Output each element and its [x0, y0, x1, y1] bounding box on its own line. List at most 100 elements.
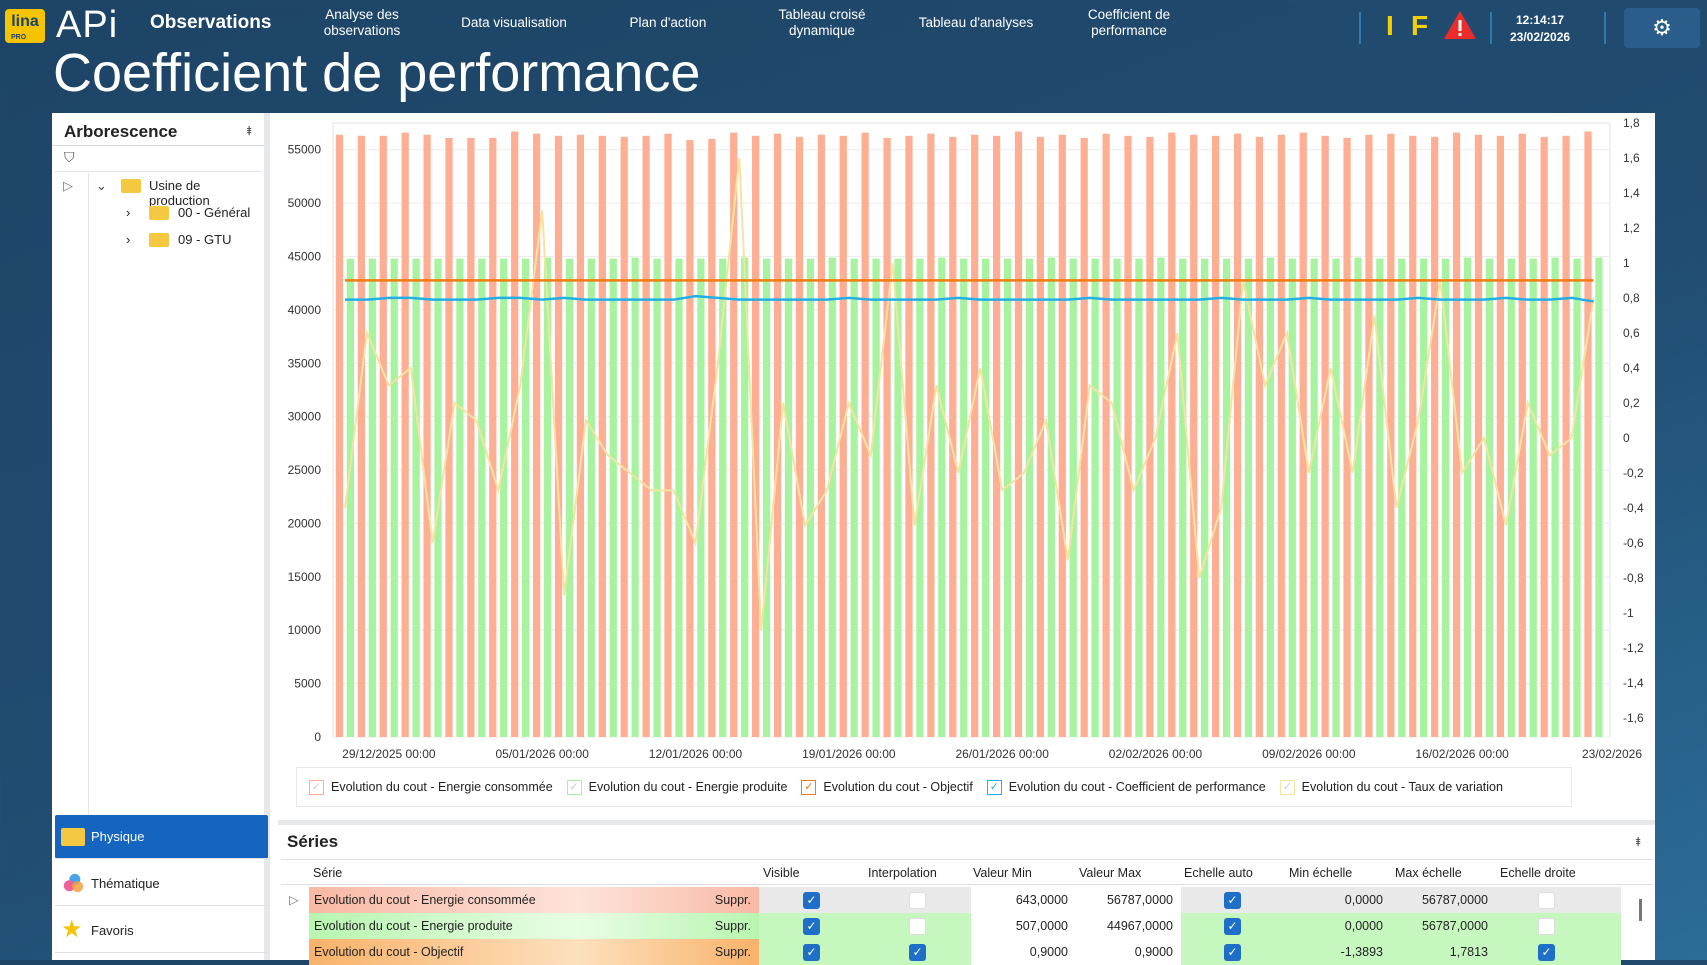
nav-favoris[interactable]: ★ Favoris — [55, 909, 268, 953]
legend-item[interactable]: ✓ Evolution du cout - Coefficient de perf… — [986, 779, 1266, 795]
chevron-right-icon[interactable]: › — [126, 232, 131, 247]
legend-item[interactable]: ✓ Evolution du cout - Objectif — [801, 779, 973, 795]
chevron-down-icon[interactable]: ⌄ — [96, 178, 107, 193]
visible-checkbox[interactable]: ✓ — [803, 944, 820, 961]
legend-checkbox[interactable]: ✓ — [566, 779, 582, 795]
pin-icon[interactable]: ⯒ — [246, 123, 252, 138]
tree-node-root[interactable]: ▷ ⌄ Usine de production — [52, 172, 264, 208]
delete-series-link[interactable]: Suppr. — [714, 919, 751, 933]
echelle-auto-checkbox[interactable]: ✓ — [1224, 944, 1241, 961]
nav-physique[interactable]: Physique — [55, 815, 268, 859]
row-indicator-icon: ▷ — [63, 178, 73, 193]
interpolation-checkbox[interactable] — [909, 892, 926, 909]
bar-energie-consommee — [1321, 135, 1329, 738]
scrollbar[interactable] — [1639, 899, 1642, 921]
bar-energie-consommee — [1124, 135, 1132, 738]
filter-icon[interactable]: ⛉ — [64, 149, 75, 165]
max-echelle[interactable]: 1,7813 — [1449, 945, 1488, 959]
min-echelle[interactable]: -1,3893 — [1340, 945, 1383, 959]
column-header[interactable]: Echelle droite — [1500, 866, 1576, 880]
bar-energie-consommee — [1277, 134, 1285, 737]
bar-energie-produite — [916, 258, 924, 737]
valeur-min[interactable]: 643,0000 — [971, 887, 1076, 913]
valeur-max[interactable]: 56787,0000 — [1076, 887, 1181, 913]
echelle-droite-checkbox[interactable] — [1538, 918, 1555, 935]
thematique-icon — [63, 873, 84, 893]
series-row[interactable]: Evolution du cout - Objectif Suppr. ✓ ✓ 0,90… — [281, 939, 1621, 965]
series-row[interactable]: ▷ Evolution du cout - Energie consommée Su… — [281, 887, 1621, 913]
nav-thematique[interactable]: Thématique — [55, 862, 268, 906]
column-header[interactable]: Max échelle — [1395, 866, 1462, 880]
echelle-droite-checkbox[interactable] — [1538, 892, 1555, 909]
echelle-auto-checkbox[interactable]: ✓ — [1224, 892, 1241, 909]
min-echelle[interactable]: 0,0000 — [1344, 919, 1383, 933]
tree-filter-row[interactable]: ⛉ — [55, 146, 261, 172]
chevron-right-icon[interactable]: › — [126, 205, 131, 220]
column-header[interactable]: Visible — [763, 866, 800, 880]
valeur-max[interactable]: 0,9000 — [1076, 939, 1181, 965]
warning-icon[interactable] — [1442, 9, 1478, 41]
column-header[interactable]: Série — [313, 866, 343, 880]
column-header[interactable]: Echelle auto — [1184, 866, 1253, 880]
bar-energie-produite — [1157, 257, 1165, 737]
series-name-cell[interactable]: Evolution du cout - Energie consommée Sup… — [309, 887, 759, 913]
legend-item[interactable]: ✓ Evolution du cout - Taux de variation — [1279, 779, 1503, 795]
legend-checkbox[interactable]: ✓ — [309, 779, 324, 795]
f-status-icon[interactable]: F — [1411, 10, 1429, 41]
legend-checkbox[interactable]: ✓ — [1279, 779, 1295, 795]
series-name-cell[interactable]: Evolution du cout - Energie produite Supp… — [309, 913, 759, 939]
delete-series-link[interactable]: Suppr. — [714, 893, 751, 907]
max-echelle[interactable]: 56787,0000 — [1421, 893, 1488, 907]
delete-series-link[interactable]: Suppr. — [714, 945, 751, 959]
pin-icon[interactable]: ⯒ — [1635, 834, 1641, 849]
series-name-cell[interactable]: Evolution du cout - Objectif Suppr. — [309, 939, 759, 965]
series-row[interactable]: Evolution du cout - Energie produite Supp… — [281, 913, 1621, 939]
series-panel: Séries ⯒ Série Visible Interpolation Val… — [278, 820, 1655, 965]
legend-item[interactable]: ✓ Evolution du cout - Energie consommée — [309, 779, 553, 795]
legend-label: Evolution du cout - Energie produite — [588, 780, 788, 794]
max-echelle[interactable]: 56787,0000 — [1421, 919, 1488, 933]
settings-button[interactable]: ⚙ — [1624, 8, 1700, 48]
bar-energie-consommee — [467, 137, 475, 737]
valeur-min[interactable]: 0,9000 — [971, 939, 1076, 965]
nav-plan-action[interactable]: Plan d'action — [629, 15, 707, 30]
nav-analyse-observations[interactable]: Analyse des observations — [323, 7, 401, 38]
column-header[interactable]: Valeur Max — [1079, 866, 1142, 880]
min-echelle[interactable]: 0,0000 — [1344, 893, 1383, 907]
folder-icon — [149, 233, 169, 247]
nav-label: Favoris — [91, 923, 134, 938]
echelle-auto-checkbox[interactable]: ✓ — [1224, 918, 1241, 935]
nav-data-visualisation[interactable]: Data visualisation — [461, 15, 567, 30]
column-header[interactable]: Min échelle — [1289, 866, 1353, 880]
y-right-tick-label: -1,2 — [1623, 641, 1644, 655]
interpolation-checkbox[interactable] — [909, 918, 926, 935]
column-header[interactable]: Valeur Min — [973, 866, 1032, 880]
app-title[interactable]: Observations — [150, 12, 272, 33]
bar-energie-consommee — [576, 134, 585, 737]
visible-checkbox[interactable]: ✓ — [803, 918, 820, 935]
info-status-icon[interactable]: I — [1386, 10, 1394, 41]
bar-energie-consommee — [1343, 137, 1351, 737]
column-header[interactable]: Interpolation — [868, 866, 937, 880]
nav-tableau-croise[interactable]: Tableau croisé dynamique — [778, 7, 866, 38]
bar-energie-consommee — [1058, 134, 1066, 737]
visible-checkbox[interactable]: ✓ — [803, 892, 820, 909]
tree-node-general[interactable]: › 00 - Général — [52, 199, 264, 226]
legend-checkbox[interactable]: ✓ — [801, 779, 817, 795]
legend-checkbox[interactable]: ✓ — [986, 779, 1002, 795]
legend-item[interactable]: ✓ Evolution du cout - Energie produite — [566, 779, 788, 795]
bar-energie-consommee — [1452, 132, 1461, 737]
nav-tableau-analyses[interactable]: Tableau d'analyses — [918, 15, 1034, 30]
tree-panel: Arborescence ⯒ ⛉ ▷ ⌄ Usine de production … — [52, 113, 270, 960]
lina-pro-logo: lina PRO — [5, 9, 45, 43]
interpolation-checkbox[interactable]: ✓ — [909, 944, 926, 961]
nav-coefficient-performance[interactable]: Coefficient de performance — [1087, 7, 1171, 38]
valeur-min[interactable]: 507,0000 — [971, 913, 1076, 939]
bar-energie-produite — [960, 258, 968, 737]
tree-header: Arborescence ⯒ — [52, 113, 264, 146]
echelle-droite-checkbox[interactable]: ✓ — [1538, 944, 1555, 961]
valeur-max[interactable]: 44967,0000 — [1076, 913, 1181, 939]
bar-energie-produite — [1310, 258, 1318, 737]
bar-energie-produite — [587, 258, 595, 737]
tree-node-gtu[interactable]: › 09 - GTU — [52, 226, 264, 253]
